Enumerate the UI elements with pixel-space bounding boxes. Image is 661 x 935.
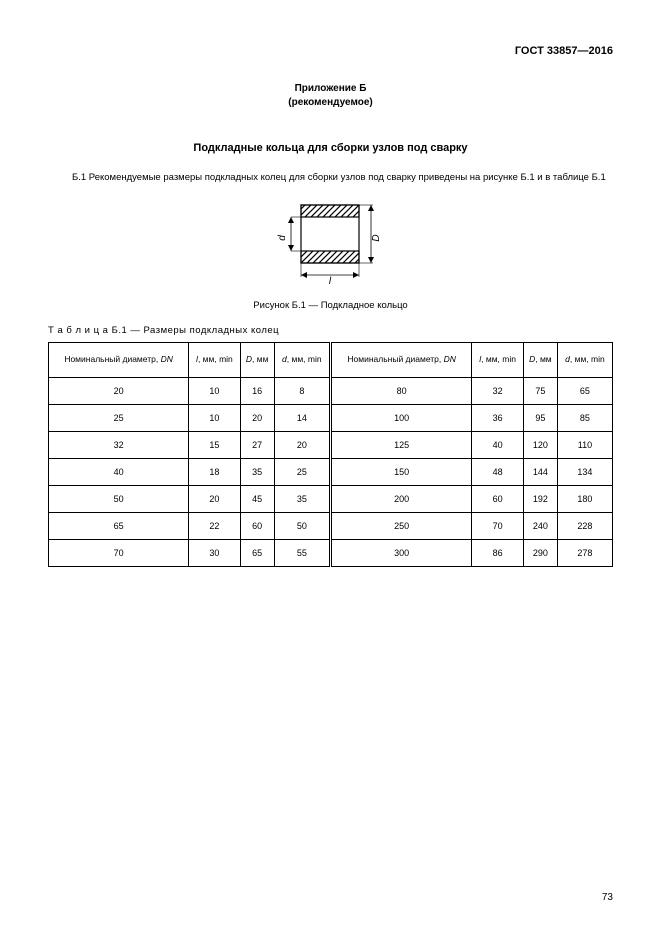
table-row: 201016880327565 [49,377,613,404]
table-cell: 110 [557,431,612,458]
table-cell: 18 [189,458,241,485]
table-cell: 250 [330,512,471,539]
table-cell: 134 [557,458,612,485]
table-cell: 27 [240,431,274,458]
dimensions-table: Номинальный диаметр, DN l, мм, min D, мм… [48,342,613,567]
table-cell: 290 [523,539,557,566]
table-cell: 22 [189,512,241,539]
table-cell: 10 [189,404,241,431]
table-cell: 125 [330,431,471,458]
table-cell: 40 [472,431,524,458]
table-cell: 60 [240,512,274,539]
table-cell: 30 [189,539,241,566]
table-cell: 60 [472,485,524,512]
col-d-right: d, мм, min [557,342,612,377]
col-D-left: D, мм [240,342,274,377]
table-cell: 200 [330,485,471,512]
table-cell: 10 [189,377,241,404]
label-l: l [328,276,331,285]
table-cell: 192 [523,485,557,512]
table-cell: 100 [330,404,471,431]
table-row: 25102014100369585 [49,404,613,431]
table-cell: 35 [240,458,274,485]
col-l-left: l, мм, min [189,342,241,377]
table-cell: 180 [557,485,612,512]
figure-b1: d D l [48,195,613,290]
col-D-right: D, мм [523,342,557,377]
appendix-line1: Приложение Б [295,83,367,94]
table-cell: 15 [189,431,241,458]
appendix-header: Приложение Б (рекомендуемое) [48,82,613,110]
intro-text: Б.1 Рекомендуемые размеры подкладных кол… [48,172,613,185]
col-d-left: d, мм, min [274,342,330,377]
table-cell: 150 [330,458,471,485]
appendix-line2: (рекомендуемое) [288,97,372,108]
table-cell: 25 [49,404,189,431]
label-d-small: d [277,235,288,241]
table-cell: 32 [472,377,524,404]
table-caption-prefix: Т а б л и ц а [48,325,108,336]
document-id: ГОСТ 33857—2016 [48,45,613,57]
table-row: 7030655530086290278 [49,539,613,566]
table-cell: 86 [472,539,524,566]
page-number: 73 [602,892,613,903]
col-dn-left: Номинальный диаметр, DN [49,342,189,377]
table-cell: 35 [274,485,330,512]
table-caption: Т а б л и ц а Б.1 — Размеры подкладных к… [48,325,613,336]
table-row: 3215272012540120110 [49,431,613,458]
table-cell: 144 [523,458,557,485]
table-cell: 8 [274,377,330,404]
table-header-row: Номинальный диаметр, DN l, мм, min D, мм… [49,342,613,377]
table-cell: 228 [557,512,612,539]
table-row: 4018352515048144134 [49,458,613,485]
table-cell: 65 [557,377,612,404]
col-l-right: l, мм, min [472,342,524,377]
table-cell: 75 [523,377,557,404]
table-cell: 36 [472,404,524,431]
ring-diagram: d D l [261,195,401,285]
table-cell: 120 [523,431,557,458]
table-cell: 55 [274,539,330,566]
table-cell: 20 [274,431,330,458]
table-caption-rest: Б.1 — Размеры подкладных колец [108,325,279,336]
table-cell: 300 [330,539,471,566]
col-dn-right: Номинальный диаметр, DN [330,342,471,377]
table-cell: 45 [240,485,274,512]
table-cell: 50 [49,485,189,512]
table-cell: 50 [274,512,330,539]
table-cell: 95 [523,404,557,431]
section-title: Подкладные кольца для сборки узлов под с… [48,142,613,154]
table-row: 5020453520060192180 [49,485,613,512]
table-cell: 16 [240,377,274,404]
table-cell: 70 [472,512,524,539]
table-cell: 70 [49,539,189,566]
table-row: 6522605025070240228 [49,512,613,539]
table-cell: 40 [49,458,189,485]
table-cell: 25 [274,458,330,485]
table-cell: 65 [240,539,274,566]
figure-caption: Рисунок Б.1 — Подкладное кольцо [48,300,613,311]
table-cell: 240 [523,512,557,539]
table-cell: 14 [274,404,330,431]
table-cell: 20 [240,404,274,431]
table-cell: 85 [557,404,612,431]
label-D-big: D [371,234,382,241]
table-cell: 48 [472,458,524,485]
table-cell: 20 [189,485,241,512]
table-cell: 20 [49,377,189,404]
table-cell: 278 [557,539,612,566]
table-cell: 65 [49,512,189,539]
table-body: 2010168803275652510201410036958532152720… [49,377,613,566]
table-cell: 80 [330,377,471,404]
table-cell: 32 [49,431,189,458]
